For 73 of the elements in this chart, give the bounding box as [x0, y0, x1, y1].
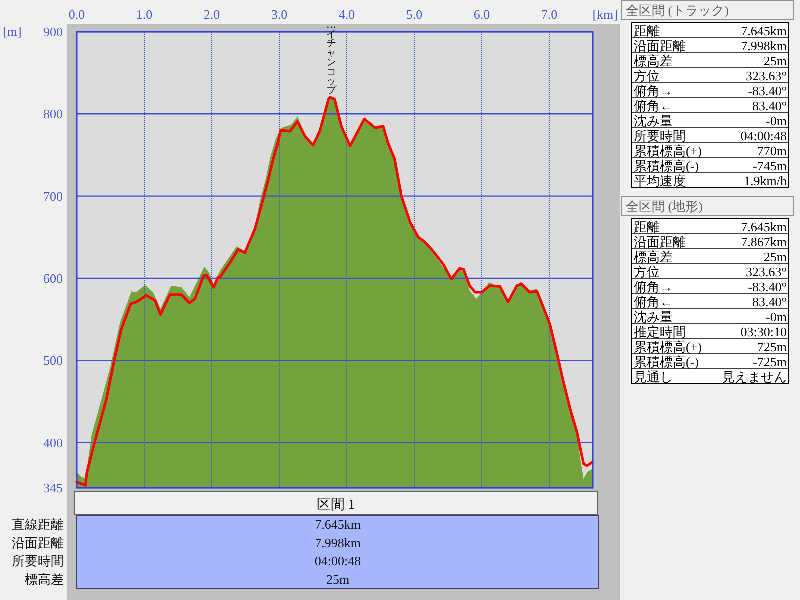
- text: 7.645km: [741, 24, 787, 38]
- text: 方位: [634, 264, 660, 280]
- text: 平均速度: [634, 174, 686, 188]
- text: 04:00:48: [740, 128, 787, 144]
- text: -83.40°: [748, 280, 787, 294]
- text: 全区間 (トラック): [626, 3, 729, 18]
- y-axis-title: [m]: [3, 24, 22, 39]
- text: 累積標高(-): [634, 354, 699, 370]
- text: 所要時間: [634, 128, 686, 144]
- text: 見通し: [634, 370, 673, 384]
- text: 25m: [326, 572, 350, 587]
- text: 俯角←: [634, 294, 673, 310]
- text: 累積標高(+): [634, 340, 702, 354]
- text: 沈み量: [634, 310, 673, 324]
- text: 標高差: [634, 54, 673, 68]
- text: 全区間 (地形): [626, 199, 703, 214]
- y-tick-label: 400: [44, 435, 63, 450]
- text: 7.645km: [315, 517, 361, 532]
- text: 沈み量: [634, 114, 673, 128]
- text: 距離: [634, 24, 660, 38]
- text: 沿面距離: [12, 535, 64, 550]
- y-tick-label: 345: [44, 480, 63, 496]
- text: 770m: [757, 144, 787, 158]
- text: 04:00:48: [314, 554, 362, 569]
- text: -0m: [766, 114, 787, 128]
- y-tick-label: 900: [44, 24, 63, 40]
- x-tick-label: 7.0: [541, 7, 558, 22]
- text: 俯角→: [634, 84, 673, 98]
- text: 7.998km: [741, 38, 787, 54]
- text: 沿面距離: [634, 234, 686, 250]
- text: 方位: [634, 68, 660, 84]
- text: 323.63°: [746, 68, 787, 84]
- text: 標高差: [634, 250, 673, 264]
- text: 7.998km: [315, 535, 361, 550]
- text: 推定時間: [634, 324, 686, 340]
- x-tick-label: 2.0: [204, 7, 220, 22]
- text: 7.867km: [741, 234, 787, 250]
- text: 沿面距離: [634, 38, 686, 54]
- text: 俯角←: [634, 98, 673, 114]
- text: 直線距離: [12, 517, 64, 532]
- text: -0m: [766, 310, 787, 324]
- x-tick-label: 0.0: [68, 7, 86, 22]
- y-tick-label: 800: [44, 106, 63, 122]
- text: 区間 1: [316, 498, 356, 513]
- text: -725m: [753, 354, 787, 370]
- text: 323.63°: [746, 264, 787, 280]
- text: 標高差: [25, 572, 64, 587]
- text: 83.40°: [752, 98, 787, 114]
- text: 見えません: [722, 370, 787, 384]
- text: -83.40°: [748, 84, 787, 98]
- text: 累積標高(+): [634, 144, 702, 158]
- text: 25m: [764, 54, 787, 68]
- y-tick-label: 700: [44, 188, 63, 204]
- text: 俯角→: [634, 280, 673, 294]
- text: 7.645km: [741, 220, 787, 234]
- text: 25m: [764, 250, 787, 264]
- text: -745m: [753, 158, 787, 174]
- x-tick-label: 1.0: [136, 7, 153, 22]
- annotation: …イチャンコップ: [326, 20, 338, 97]
- text: 1.9km/h: [744, 174, 788, 188]
- y-tick-label: 500: [44, 353, 63, 368]
- x-tick-label: 3.0: [271, 7, 288, 22]
- text: 83.40°: [752, 294, 787, 310]
- x-tick-label: 4.0: [338, 7, 356, 22]
- text: 所要時間: [12, 554, 64, 569]
- text: 累積標高(-): [634, 158, 699, 174]
- y-tick-label: 600: [44, 270, 63, 286]
- text: 03:30:10: [740, 324, 787, 340]
- x-axis-title: [km]: [592, 7, 618, 22]
- text: 距離: [634, 220, 660, 234]
- text: 725m: [757, 340, 787, 354]
- x-tick-label: 5.0: [406, 7, 423, 22]
- x-tick-label: 6.0: [474, 7, 490, 22]
